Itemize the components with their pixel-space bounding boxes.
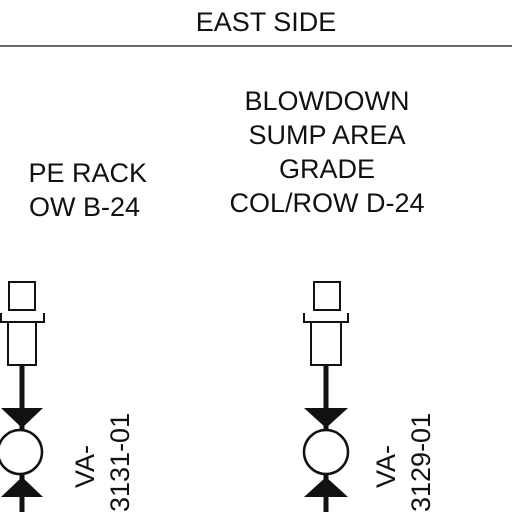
left-instrument-bracket bbox=[0, 313, 45, 323]
right-valve-number: 3129-01 bbox=[406, 413, 436, 512]
right-valve-ball-icon bbox=[302, 428, 350, 476]
left-location-line-2: OW B-24 bbox=[29, 192, 140, 222]
left-valve-wedge-bottom bbox=[1, 477, 43, 497]
right-instrument-body bbox=[310, 321, 342, 366]
header-title: EAST SIDE bbox=[196, 7, 337, 37]
right-location-line-3: GRADE bbox=[279, 154, 375, 184]
left-location-line-1: PE RACK bbox=[28, 158, 147, 188]
right-instrument-head bbox=[313, 281, 341, 311]
right-valve-tag: VA- bbox=[371, 445, 401, 488]
right-location-line-1: BLOWDOWN bbox=[245, 86, 410, 116]
left-valve-wedge-top bbox=[1, 408, 43, 428]
right-valve-wedge-top bbox=[304, 408, 348, 428]
right-valve-wedge-bottom bbox=[304, 477, 348, 497]
left-valve-tag: VA- bbox=[70, 445, 100, 488]
left-valve-ball-icon bbox=[0, 428, 44, 476]
right-location-line-4: COL/ROW D-24 bbox=[229, 188, 424, 218]
right-location-line-2: SUMP AREA bbox=[248, 120, 405, 150]
right-valve-assembly bbox=[302, 281, 350, 512]
left-instrument-head bbox=[8, 281, 36, 311]
left-valve-number: 3131-01 bbox=[105, 413, 135, 512]
right-instrument-bracket bbox=[303, 313, 349, 323]
left-valve-assembly bbox=[0, 281, 45, 512]
left-instrument-body bbox=[7, 321, 37, 366]
